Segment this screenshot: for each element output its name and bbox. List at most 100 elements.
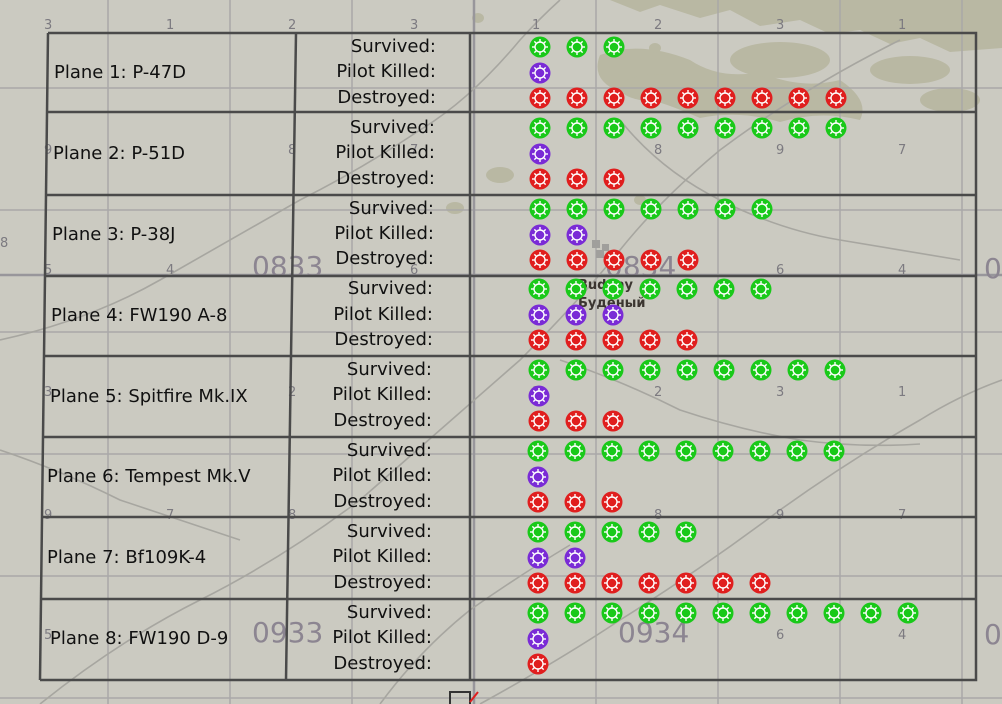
destroyed-marker (677, 87, 699, 109)
map-edge-digit: 8 (654, 143, 663, 158)
destroyed-marker (565, 410, 587, 432)
survived-marker (529, 198, 551, 220)
survived-marker (675, 602, 697, 624)
plane-title: Plane 5: Spitfire Mk.IX (50, 386, 248, 407)
destroyed-marker (529, 249, 551, 271)
survived-marker (564, 602, 586, 624)
pilot-killed-marker (528, 385, 550, 406)
survived-marker (788, 117, 810, 139)
map-edge-digit: 2 (654, 385, 663, 400)
map-edge-digit: 6 (776, 263, 785, 278)
destroyed-label: Destroyed: (333, 410, 432, 431)
pilot-killed-marker (529, 224, 551, 245)
destroyed-marker (676, 329, 698, 351)
pilot-killed-marker (602, 304, 624, 325)
survived-marker (787, 359, 809, 381)
destroyed-label: Destroyed: (333, 572, 432, 593)
survived-marker (675, 521, 697, 543)
survived-marker (566, 198, 588, 220)
destroyed-marker (749, 572, 771, 594)
destroyed-marker (565, 329, 587, 351)
survived-marker (714, 117, 736, 139)
survived-label: Survived: (347, 278, 433, 299)
destroyed-marker (638, 572, 660, 594)
map-edge-digit: 3 (44, 18, 53, 33)
map-edge-digit: 2 (288, 385, 297, 400)
pilot-killed-marker (565, 304, 587, 325)
survived-marker (566, 36, 588, 58)
destroyed-marker (527, 491, 549, 513)
map-edge-digit: 9 (776, 508, 785, 523)
map-edge-digit: 1 (166, 18, 175, 33)
plane-title: Plane 3: P-38J (52, 224, 176, 245)
destroyed-marker (564, 572, 586, 594)
sector-label-0833: 0833 (252, 250, 324, 283)
map-edge-digit: 7 (898, 143, 907, 158)
destroyed-marker (675, 572, 697, 594)
survived-marker (749, 440, 771, 462)
survived-marker (749, 602, 771, 624)
destroyed-marker (566, 249, 588, 271)
destroyed-marker (640, 87, 662, 109)
destroyed-label: Destroyed: (333, 653, 432, 674)
map-edge-digit: 4 (166, 263, 175, 278)
pilot-killed-marker (564, 547, 586, 568)
destroyed-marker (639, 329, 661, 351)
pilot-killed-label: Pilot Killed: (334, 223, 434, 244)
survived-label: Survived: (346, 440, 432, 461)
map-edge-digit: 9 (776, 143, 785, 158)
pilot-killed-marker (529, 62, 551, 83)
survived-marker (602, 359, 624, 381)
map-edge-digit: 9 (44, 143, 53, 158)
destroyed-marker (712, 572, 734, 594)
survived-marker (675, 440, 697, 462)
pilot-killed-label: Pilot Killed: (332, 384, 432, 405)
survived-marker (602, 278, 624, 300)
pilot-killed-label: Pilot Killed: (336, 61, 436, 82)
destroyed-marker (714, 87, 736, 109)
map-edge-digit: 0 (984, 618, 1002, 651)
survived-marker (640, 117, 662, 139)
destroyed-marker (788, 87, 810, 109)
survived-marker (639, 359, 661, 381)
survived-marker (603, 117, 625, 139)
survived-marker (677, 117, 699, 139)
pilot-killed-label: Pilot Killed: (332, 546, 432, 567)
survived-marker (712, 440, 734, 462)
survived-marker (603, 36, 625, 58)
destroyed-marker (603, 249, 625, 271)
map-edge-digit: 5 (44, 263, 53, 278)
survived-marker (601, 440, 623, 462)
survived-marker (639, 278, 661, 300)
survived-marker (527, 440, 549, 462)
map-edge-digit: 8 (288, 508, 297, 523)
map-edge-digit: 6 (776, 628, 785, 643)
pilot-killed-label: Pilot Killed: (333, 304, 433, 325)
destroyed-marker (677, 249, 699, 271)
pilot-killed-marker (527, 547, 549, 568)
survived-marker (823, 602, 845, 624)
survived-marker (897, 602, 919, 624)
survived-marker (528, 359, 550, 381)
destroyed-label: Destroyed: (336, 168, 435, 189)
survived-marker (676, 278, 698, 300)
pilot-killed-label: Pilot Killed: (332, 627, 432, 648)
map-edge-digit: 3 (776, 385, 785, 400)
destroyed-marker (602, 410, 624, 432)
pilot-killed-marker (566, 224, 588, 245)
destroyed-marker (601, 572, 623, 594)
survived-marker (529, 36, 551, 58)
survived-label: Survived: (346, 602, 432, 623)
destroyed-marker (529, 87, 551, 109)
map-edge-digit: 8 (0, 236, 9, 251)
survived-label: Survived: (349, 117, 435, 138)
survived-marker (750, 359, 772, 381)
destroyed-marker (527, 653, 549, 675)
survived-label: Survived: (350, 36, 436, 57)
destroyed-marker (751, 87, 773, 109)
survived-marker (527, 521, 549, 543)
survived-marker (786, 440, 808, 462)
destroyed-marker (603, 168, 625, 190)
